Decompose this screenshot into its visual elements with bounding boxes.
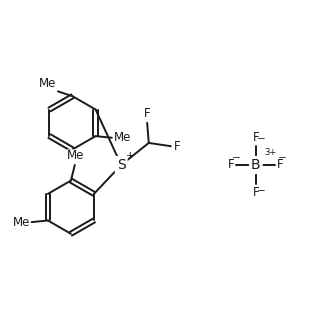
Text: Me: Me [13, 215, 30, 229]
Text: F: F [174, 140, 180, 153]
Text: F: F [252, 186, 259, 199]
Text: +: + [126, 151, 135, 161]
Text: −: − [278, 153, 286, 163]
Text: Me: Me [67, 149, 84, 162]
Text: F: F [252, 131, 259, 144]
Text: B: B [251, 158, 261, 172]
Text: 3+: 3+ [264, 148, 277, 156]
Text: −: − [232, 153, 241, 163]
Text: F: F [277, 158, 283, 172]
Text: F: F [228, 158, 235, 172]
Text: F: F [144, 107, 150, 120]
Text: Me: Me [114, 131, 131, 144]
Text: −: − [257, 134, 266, 144]
Text: Me: Me [39, 77, 56, 90]
Text: S: S [117, 158, 126, 172]
Text: −: − [257, 186, 266, 196]
